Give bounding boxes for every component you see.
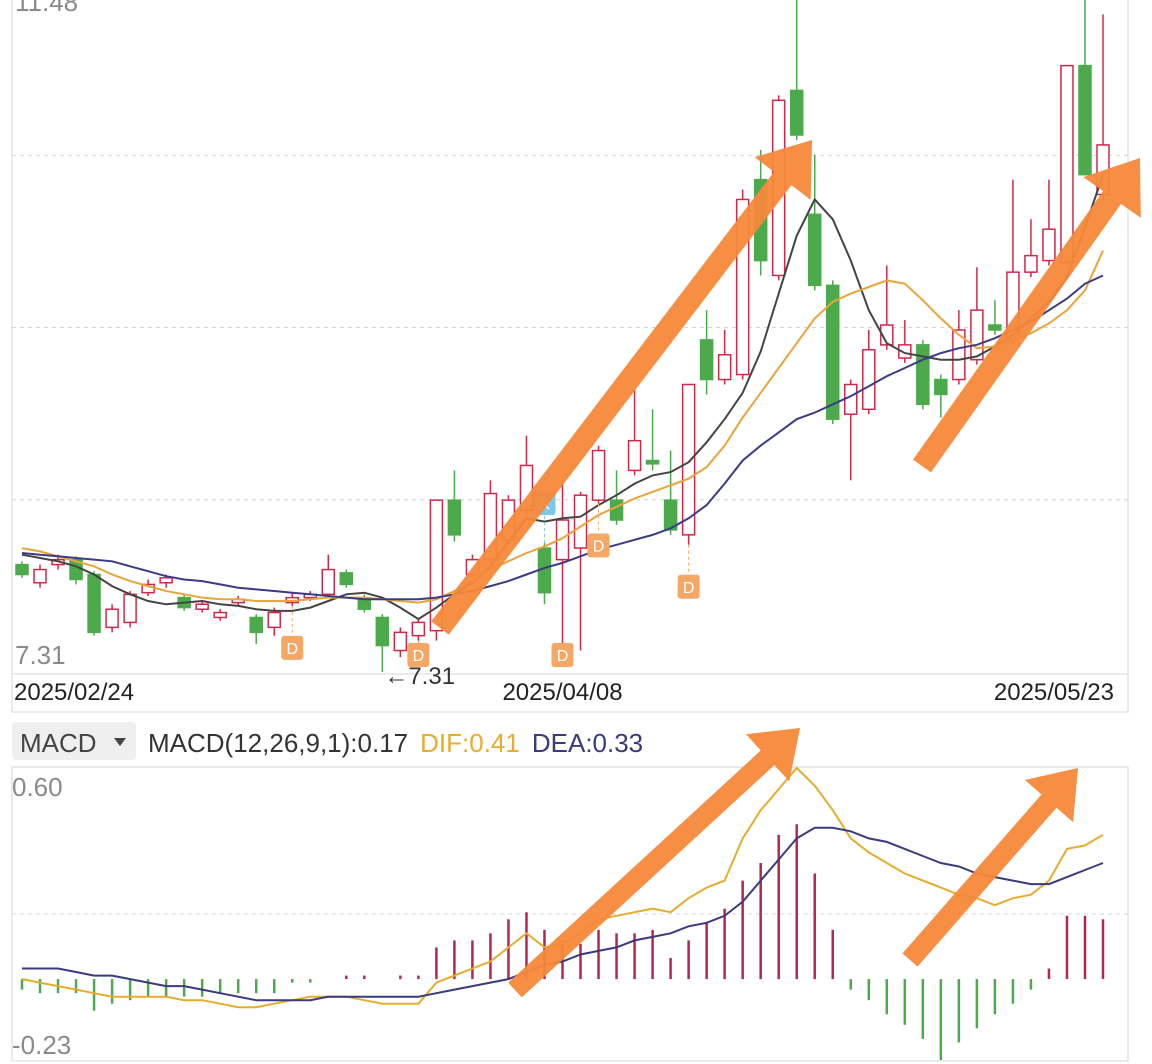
signal-badge <box>407 643 430 667</box>
legend-entry: DIF:0.41 <box>420 728 520 758</box>
y-tick-label: -0.23 <box>12 1030 71 1060</box>
candle-body <box>699 339 714 381</box>
candle-body <box>555 519 570 561</box>
annotation-arrow <box>431 140 812 635</box>
x-tick-label: 2025/02/24 <box>14 679 134 706</box>
candle-body <box>15 563 29 576</box>
candle-body <box>934 378 948 396</box>
y-tick-label: 11.48 <box>15 0 78 17</box>
annotation-arrow <box>508 728 800 998</box>
candle-body <box>988 324 1002 331</box>
annotation-arrow <box>902 768 1078 967</box>
candle-body <box>87 573 101 634</box>
indicator-menu-label[interactable]: MACD <box>20 728 97 758</box>
candle-body <box>195 603 209 610</box>
signal-label: D <box>413 648 425 665</box>
moving-average-line <box>21 250 1104 604</box>
candle-body <box>411 621 426 637</box>
signal-label: D <box>593 538 605 555</box>
candle-body <box>880 324 894 346</box>
candle-body <box>447 499 462 536</box>
candle-body <box>393 631 408 652</box>
x-tick-label: 2025/05/23 <box>994 679 1114 706</box>
candle-body <box>970 309 984 361</box>
signal-label: D <box>557 648 569 665</box>
min-price-label: ←7.31 <box>384 663 455 690</box>
candle-body <box>717 354 732 381</box>
candle-body <box>321 568 336 596</box>
candle-body <box>916 344 930 406</box>
candle-body <box>627 439 642 472</box>
y-tick-label: 0.60 <box>12 772 63 802</box>
moving-average-line <box>21 174 1104 621</box>
candle-body <box>826 284 840 420</box>
signal-badge <box>281 635 304 660</box>
plot-layer: 7.31 11.48 2025/02/24 2025/04/08 2025/05/23 D… <box>12 0 1141 1060</box>
candle-body <box>789 89 804 136</box>
candle-body <box>1042 228 1056 262</box>
indicator-line <box>22 826 1104 1002</box>
candle-body <box>663 499 678 531</box>
signal-label: D <box>683 580 695 597</box>
candle-body <box>1024 254 1038 273</box>
candle-body <box>681 383 696 536</box>
signal-badge <box>551 643 574 667</box>
legend-entry: DEA:0.33 <box>532 728 643 758</box>
candle-body <box>213 611 227 619</box>
candle-body <box>1060 64 1074 263</box>
candle-body <box>105 608 119 629</box>
candle-body <box>1078 64 1092 176</box>
candle-body <box>159 577 173 584</box>
y-tick-label: 7.31 <box>15 640 66 670</box>
candle-body <box>862 349 876 411</box>
price-panel-border <box>11 0 1129 713</box>
menu-caret[interactable] <box>114 738 126 746</box>
macd-legend: MACD(12,26,9,1):0.17 <box>148 728 408 758</box>
candle-body <box>33 568 47 584</box>
signal-badge <box>587 533 610 558</box>
candle-body <box>952 329 966 381</box>
annotation-arrow <box>913 158 1141 473</box>
candle-body <box>267 611 281 629</box>
candle-body <box>339 572 354 586</box>
candle-body <box>807 213 822 287</box>
candle-body <box>609 499 624 521</box>
signal-label: D <box>286 641 298 658</box>
indicator-menu[interactable] <box>12 722 136 760</box>
candle-body <box>591 449 606 501</box>
candle-body <box>898 344 912 359</box>
x-tick-label: 2025/04/08 <box>502 679 622 706</box>
candle-body <box>844 383 858 415</box>
candle-body <box>573 494 588 549</box>
moving-average-line <box>21 274 1104 601</box>
signal-badge <box>677 574 700 599</box>
candle-body <box>123 593 137 624</box>
candle-body <box>645 459 660 465</box>
candle-body <box>249 616 263 634</box>
candle-body <box>375 616 390 647</box>
